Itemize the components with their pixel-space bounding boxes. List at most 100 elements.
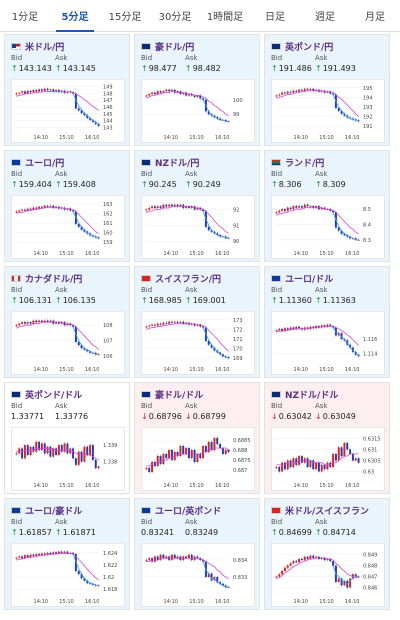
- price-chart[interactable]: 0.6885 0.688 0.6875 0.687 14:10 15:10 16:10: [141, 427, 255, 491]
- y-tick-label: 108: [103, 323, 113, 329]
- pair-name[interactable]: カナダドル/円: [25, 274, 83, 285]
- price-chart[interactable]: 8.5 8.4 8.3 14:10 15:10 16:10: [271, 195, 385, 259]
- rate-card[interactable]: 英ポンド/ドル Bid Ask 1.33771 1.33776 1.339 1.338 14:…: [4, 382, 130, 494]
- candle-body: [329, 209, 332, 211]
- price-chart[interactable]: 92 91 90 14:10 15:10 16:10: [141, 195, 255, 259]
- rate-card[interactable]: ランド/円 Bid Ask ↑8.306 ↑8.309 8.5 8.4 8.3 14:10 15:…: [264, 150, 390, 262]
- pair-name[interactable]: ランド/円: [285, 158, 325, 169]
- price-chart[interactable]: 0.834 0.833 14:10 15:10 16:10: [141, 543, 255, 607]
- candle-body: [332, 210, 335, 213]
- pair-name[interactable]: ユーロ/ドル: [285, 274, 334, 285]
- pair-name[interactable]: ユーロ/豪ドル: [25, 506, 83, 517]
- price-chart[interactable]: 0.6315 0.631 0.6305 0.63 14:10 15:10 16:10: [271, 427, 385, 491]
- candle-body: [151, 324, 154, 326]
- ask-value-wrap: ↑169.001: [185, 296, 229, 305]
- pair-header[interactable]: 豪ドル/円: [141, 39, 253, 53]
- rate-card[interactable]: 英ポンド/円 Bid Ask ↑191.486 ↑191.493 195 194 193 192…: [264, 34, 390, 146]
- price-chart[interactable]: 173 172 171 170 169 14:10 15:10 16:10: [141, 311, 255, 375]
- tab-daily[interactable]: 日足: [265, 12, 285, 23]
- up-arrow-icon: ↑: [55, 180, 62, 189]
- pair-name[interactable]: スイスフラン/円: [155, 274, 222, 285]
- pair-header[interactable]: 英ポンド/円: [271, 39, 383, 53]
- candle-body: [97, 237, 100, 239]
- pair-header[interactable]: ユーロ/円: [11, 155, 123, 169]
- price-chart[interactable]: 100 99 14:10 15:10 16:10: [141, 79, 255, 143]
- pair-name[interactable]: NZドル/ドル: [285, 390, 339, 401]
- price-chart[interactable]: 1.116 1.114 14:10 15:10 16:10: [271, 311, 385, 375]
- candle-body: [170, 204, 173, 207]
- pair-header[interactable]: 豪ドル/ドル: [141, 387, 253, 401]
- eu-flag-icon: [271, 274, 281, 282]
- candle-body: [295, 326, 298, 329]
- pair-header[interactable]: 英ポンド/ドル: [11, 387, 123, 401]
- rate-card[interactable]: ユーロ/豪ドル Bid Ask ↑1.61857 ↑1.61871 1.624 1.622 1…: [4, 498, 130, 610]
- bid-value: 0.84699: [278, 528, 312, 537]
- candle-body: [185, 448, 188, 454]
- tab-1hour[interactable]: 1時間足: [206, 12, 244, 23]
- price-chart[interactable]: 149 148 147 146 145 144 143 14:10 15:10 16:10: [11, 79, 125, 143]
- pair-header[interactable]: ユーロ/英ポンド: [141, 503, 253, 517]
- tab-30min[interactable]: 30分足: [158, 12, 192, 23]
- pair-header[interactable]: ユーロ/ドル: [271, 271, 383, 285]
- candle-body: [72, 325, 75, 327]
- up-arrow-icon: ↑: [141, 296, 148, 305]
- candle-body: [298, 206, 301, 208]
- bid-label: Bid: [271, 402, 283, 410]
- pair-header[interactable]: NZドル/ドル: [271, 387, 383, 401]
- rate-card[interactable]: NZドル/円 Bid Ask ↑90.245 ↑90.249 92 91 90 14:10 15:…: [134, 150, 260, 262]
- pair-name[interactable]: ユーロ/円: [25, 158, 65, 169]
- rate-card[interactable]: 米ドル/スイスフラン Bid Ask ↑0.84699 ↑0.84714 0.849 0.8…: [264, 498, 390, 610]
- rate-card[interactable]: カナダドル/円 Bid Ask ↑106.131 ↑106.135 108 107 106 14…: [4, 266, 130, 378]
- candle-body: [283, 209, 286, 211]
- tab-weekly[interactable]: 週足: [315, 12, 335, 23]
- pair-name[interactable]: 豪ドル/ドル: [155, 390, 204, 401]
- ask-value-wrap: ↑143.145: [55, 64, 99, 73]
- pair-header[interactable]: カナダドル/円: [11, 271, 123, 285]
- candle-body: [156, 456, 159, 466]
- rate-card[interactable]: 米ドル/円 Bid Ask ↑143.143 ↑143.145 149 148 147 146 1…: [4, 34, 130, 146]
- pair-name[interactable]: 米ドル/円: [25, 42, 65, 53]
- tab-15min[interactable]: 15分足: [108, 12, 142, 23]
- pair-name[interactable]: 豪ドル/円: [155, 42, 195, 53]
- tab-monthly[interactable]: 月足: [365, 12, 385, 23]
- x-tick-label: 16:10: [345, 483, 359, 489]
- pair-name[interactable]: ユーロ/英ポンド: [155, 506, 222, 517]
- pair-header[interactable]: 米ドル/円: [11, 39, 123, 53]
- tab-5min[interactable]: 5分足: [50, 0, 100, 32]
- pair-header[interactable]: NZドル/円: [141, 155, 253, 169]
- candle-body: [69, 208, 72, 211]
- price-chart[interactable]: 195 194 193 192 191 14:10 15:10 16:10: [271, 79, 385, 143]
- pair-header[interactable]: スイスフラン/円: [141, 271, 253, 285]
- pair-name[interactable]: NZドル/円: [155, 158, 200, 169]
- rate-card[interactable]: 豪ドル/円 Bid Ask ↑98.477 ↑98.482 100 99 14:10 15:10…: [134, 34, 260, 146]
- pair-header[interactable]: ランド/円: [271, 155, 383, 169]
- candle-body: [337, 578, 340, 582]
- y-tick-label: 1.116: [363, 337, 377, 343]
- pair-name[interactable]: 米ドル/スイスフラン: [285, 506, 370, 517]
- price-chart[interactable]: 1.624 1.622 1.62 1.618 14:10 15:10 16:10: [11, 543, 125, 607]
- pair-name[interactable]: 英ポンド/円: [285, 42, 334, 53]
- ask-value-wrap: ↑98.482: [185, 64, 229, 73]
- rate-card[interactable]: ユーロ/英ポンド Bid Ask 0.83241 0.83249 0.834 0.833 14…: [134, 498, 260, 610]
- x-tick-label: 15:10: [189, 367, 203, 373]
- tab-1min[interactable]: 1分足: [11, 12, 39, 23]
- bid-value-wrap: ↓0.68796: [141, 412, 185, 421]
- price-chart[interactable]: 108 107 106 14:10 15:10 16:10: [11, 311, 125, 375]
- rate-card[interactable]: 豪ドル/ドル Bid Ask ↓0.68796 ↓0.68799 0.6885 0.688 0…: [134, 382, 260, 494]
- candle-body: [159, 323, 162, 325]
- candle-body: [196, 454, 199, 462]
- rate-card[interactable]: NZドル/ドル Bid Ask ↓0.63042 ↓0.63049 0.6315 0.631…: [264, 382, 390, 494]
- candle-body: [46, 446, 49, 454]
- pair-header[interactable]: ユーロ/豪ドル: [11, 503, 123, 517]
- price-chart[interactable]: 1.339 1.338 14:10 15:10 16:10: [11, 427, 125, 491]
- pair-header[interactable]: 米ドル/スイスフラン: [271, 503, 383, 517]
- bid-value-wrap: ↑159.404: [11, 180, 55, 189]
- rate-card[interactable]: ユーロ/円 Bid Ask ↑159.404 ↑159.408 163 162 161 160 1…: [4, 150, 130, 262]
- price-chart[interactable]: 0.849 0.848 0.847 0.846 14:10 15:10 16:10: [271, 543, 385, 607]
- x-tick-label: 14:10: [294, 483, 308, 489]
- candle-body: [289, 207, 292, 210]
- rate-card[interactable]: スイスフラン/円 Bid Ask ↑168.985 ↑169.001 173 172 171 1…: [134, 266, 260, 378]
- pair-name[interactable]: 英ポンド/ドル: [25, 390, 83, 401]
- rate-card[interactable]: ユーロ/ドル Bid Ask ↑1.11360 ↑1.11363 1.116 1.114 14…: [264, 266, 390, 378]
- price-chart[interactable]: 163 162 161 160 159 14:10 15:10 16:10: [11, 195, 125, 259]
